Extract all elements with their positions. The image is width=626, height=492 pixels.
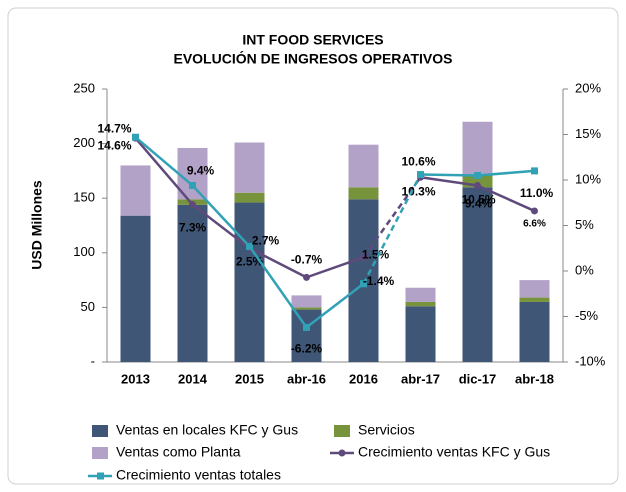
x-tick-label: abr-16 bbox=[287, 371, 326, 386]
bar-segment bbox=[405, 301, 436, 307]
bar-segment bbox=[234, 142, 265, 193]
point bbox=[189, 181, 196, 189]
y-axis-label: USD Millones bbox=[29, 180, 45, 270]
line-segment bbox=[305, 282, 365, 329]
line-segment bbox=[134, 136, 194, 187]
data-label: 9.4% bbox=[465, 197, 493, 211]
line-segment bbox=[477, 169, 535, 177]
chart-subtitle: EVOLUCIÓN DE INGRESOS OPERATIVOS bbox=[173, 50, 452, 67]
point bbox=[360, 253, 367, 261]
data-label: 14.6% bbox=[97, 138, 131, 152]
bar-segment bbox=[405, 306, 436, 362]
legend-swatch bbox=[334, 425, 350, 437]
y2-tick-label: -5% bbox=[575, 308, 599, 323]
point bbox=[531, 207, 538, 215]
legend-swatch bbox=[92, 425, 108, 437]
y2-tick-label: 20% bbox=[575, 80, 601, 95]
y-tick-label: 50 bbox=[81, 299, 95, 314]
point bbox=[132, 133, 139, 141]
x-tick-label: 2014 bbox=[178, 371, 208, 386]
bar-segment bbox=[462, 187, 493, 362]
legend-label: Crecimiento ventas totales bbox=[116, 467, 281, 483]
y2-tick-label: 0% bbox=[575, 262, 594, 277]
line-segment bbox=[191, 184, 251, 248]
point bbox=[417, 171, 424, 179]
bar-segment bbox=[519, 280, 550, 298]
bar-segment bbox=[519, 301, 550, 362]
chart-title: INT FOOD SERVICES bbox=[242, 32, 383, 48]
data-label: 10.5% bbox=[461, 193, 495, 207]
bar-segment bbox=[348, 187, 379, 200]
bar-segment bbox=[177, 147, 208, 200]
x-tick-label: abr-17 bbox=[401, 371, 440, 386]
line-segment bbox=[191, 203, 251, 250]
data-label: 2.7% bbox=[252, 234, 280, 248]
y2-tick-label: 5% bbox=[575, 217, 594, 232]
bar-segment bbox=[177, 204, 208, 362]
bar-segment bbox=[120, 165, 151, 216]
y2-tick-label: 10% bbox=[575, 171, 601, 186]
y-tick-label: - bbox=[91, 353, 95, 368]
point bbox=[474, 171, 481, 179]
point bbox=[531, 167, 538, 175]
line-segment bbox=[248, 245, 308, 329]
legend-swatch bbox=[92, 447, 108, 459]
x-tick-label: 2015 bbox=[235, 371, 264, 386]
line-segment bbox=[420, 176, 478, 187]
x-tick-label: abr-18 bbox=[515, 371, 554, 386]
y-tick-label: 200 bbox=[73, 135, 95, 150]
data-label: -1.4% bbox=[363, 274, 395, 288]
x-tick-label: dic-17 bbox=[459, 371, 497, 386]
bar-segment bbox=[234, 202, 265, 362]
data-label: 7.3% bbox=[179, 221, 207, 235]
bar-segment bbox=[120, 215, 151, 362]
point bbox=[303, 273, 310, 281]
bar-segment bbox=[291, 295, 322, 308]
data-label: -0.7% bbox=[291, 253, 323, 267]
y-tick-label: 150 bbox=[73, 190, 95, 205]
data-label: 10.3% bbox=[401, 184, 435, 198]
data-label: 14.7% bbox=[97, 121, 131, 135]
data-label: 9.4% bbox=[187, 164, 215, 178]
legend-label: Servicios bbox=[358, 422, 415, 438]
y-tick-label: 100 bbox=[73, 244, 95, 259]
y2-tick-label: -10% bbox=[575, 353, 606, 368]
bar-segment bbox=[234, 192, 265, 203]
data-label: -6.2% bbox=[291, 342, 323, 356]
legend-marker bbox=[338, 449, 346, 457]
point bbox=[360, 280, 367, 288]
data-label: 1.5% bbox=[362, 248, 390, 262]
legend-label: Ventas en locales KFC y Gus bbox=[116, 422, 298, 438]
chart-frame bbox=[7, 7, 619, 485]
data-label: 6.6% bbox=[523, 219, 546, 230]
line-segment bbox=[362, 173, 422, 285]
bar-segment bbox=[405, 287, 436, 302]
point bbox=[189, 201, 196, 209]
legend-label: Ventas como Planta bbox=[116, 444, 241, 460]
bar-segment bbox=[291, 307, 322, 310]
bar-segment bbox=[462, 121, 493, 175]
legend-marker bbox=[97, 472, 104, 480]
data-label: 11.0% bbox=[520, 186, 554, 200]
line-segment bbox=[248, 247, 308, 279]
data-label: 10.6% bbox=[401, 155, 435, 169]
y-tick-label: 250 bbox=[73, 80, 95, 95]
bar-segment bbox=[348, 144, 379, 188]
bar-segment bbox=[519, 297, 550, 302]
x-tick-label: 2016 bbox=[349, 371, 378, 386]
y2-tick-label: 15% bbox=[575, 126, 601, 141]
line-segment bbox=[420, 173, 478, 177]
line-segment bbox=[134, 137, 194, 206]
line-segment bbox=[476, 184, 536, 213]
line-segment bbox=[306, 256, 364, 279]
legend-label: Crecimiento ventas KFC y Gus bbox=[358, 444, 550, 460]
point bbox=[303, 323, 310, 331]
point bbox=[246, 242, 253, 250]
point bbox=[474, 181, 481, 189]
x-tick-label: 2013 bbox=[121, 371, 150, 386]
